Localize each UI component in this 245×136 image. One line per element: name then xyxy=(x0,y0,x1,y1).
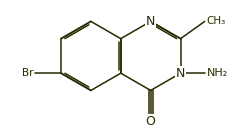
Text: Br: Br xyxy=(22,68,33,78)
Text: N: N xyxy=(146,15,155,28)
Text: N: N xyxy=(176,67,185,80)
Text: NH₂: NH₂ xyxy=(207,68,228,78)
Text: O: O xyxy=(146,115,156,128)
Text: CH₃: CH₃ xyxy=(207,16,226,26)
